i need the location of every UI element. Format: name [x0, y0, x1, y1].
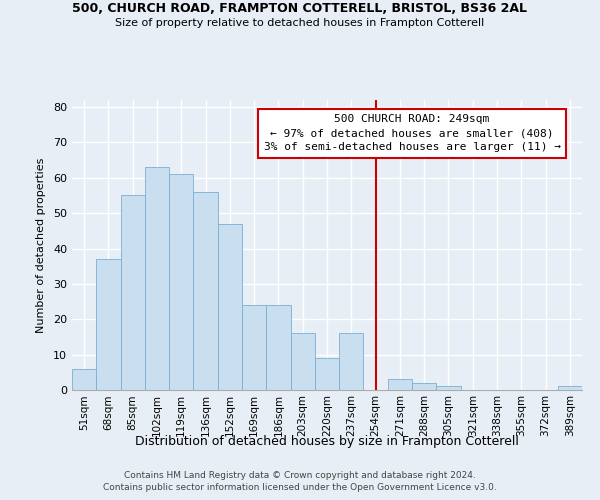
- Y-axis label: Number of detached properties: Number of detached properties: [36, 158, 46, 332]
- Text: Contains HM Land Registry data © Crown copyright and database right 2024.
Contai: Contains HM Land Registry data © Crown c…: [103, 471, 497, 492]
- Text: Size of property relative to detached houses in Frampton Cotterell: Size of property relative to detached ho…: [115, 18, 485, 28]
- Bar: [242, 305, 266, 390]
- Text: 500, CHURCH ROAD, FRAMPTON COTTERELL, BRISTOL, BS36 2AL: 500, CHURCH ROAD, FRAMPTON COTTERELL, BR…: [73, 2, 527, 16]
- Bar: [388, 380, 412, 390]
- Bar: [193, 192, 218, 390]
- Text: 500 CHURCH ROAD: 249sqm
← 97% of detached houses are smaller (408)
3% of semi-de: 500 CHURCH ROAD: 249sqm ← 97% of detache…: [263, 114, 560, 152]
- Bar: [145, 167, 169, 390]
- Bar: [121, 196, 145, 390]
- Bar: [315, 358, 339, 390]
- Bar: [436, 386, 461, 390]
- Bar: [169, 174, 193, 390]
- Text: Distribution of detached houses by size in Frampton Cotterell: Distribution of detached houses by size …: [135, 435, 519, 448]
- Bar: [266, 305, 290, 390]
- Bar: [558, 386, 582, 390]
- Bar: [412, 383, 436, 390]
- Bar: [339, 334, 364, 390]
- Bar: [96, 259, 121, 390]
- Bar: [290, 334, 315, 390]
- Bar: [72, 369, 96, 390]
- Bar: [218, 224, 242, 390]
